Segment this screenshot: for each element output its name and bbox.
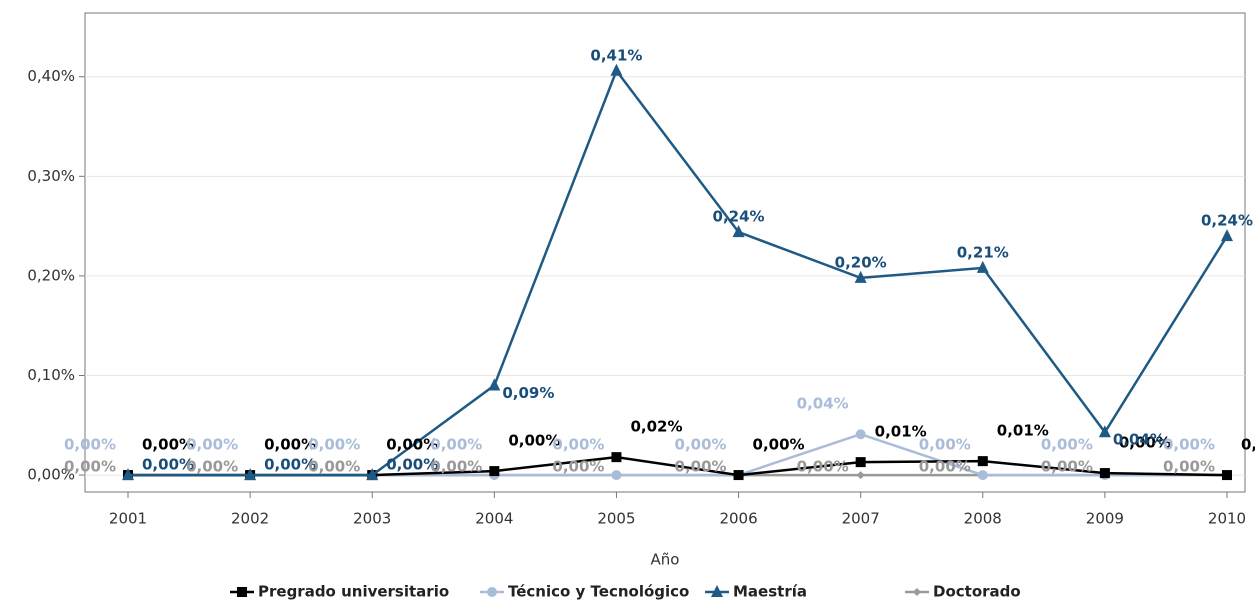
point <box>733 470 744 481</box>
point <box>611 452 622 463</box>
legend-marker <box>913 588 921 596</box>
value-label: 0,00% <box>1041 436 1093 454</box>
plot-frame <box>84 12 1246 493</box>
value-label: 0,00% <box>308 458 360 476</box>
value-label: 0,00% <box>64 458 116 476</box>
value-label: 0,00% <box>386 436 438 454</box>
legend-marker <box>711 585 723 597</box>
legend-marker <box>237 587 247 597</box>
point <box>977 470 988 481</box>
value-label: 0,00% <box>186 458 238 476</box>
point <box>488 378 501 391</box>
point <box>489 466 500 477</box>
point <box>1222 470 1232 481</box>
x-tick-label: 2002 <box>231 510 269 528</box>
value-label: 0,41% <box>590 46 642 64</box>
value-label: 0,24% <box>713 208 765 226</box>
x-tick-label: 2008 <box>964 510 1002 528</box>
point <box>856 471 865 480</box>
point <box>855 457 866 468</box>
legend-label: Doctorado <box>933 583 1021 601</box>
value-label: 0,00% <box>1041 458 1093 476</box>
value-label: 0,00% <box>1163 436 1215 454</box>
point <box>1099 468 1110 479</box>
x-tick-label: 2004 <box>475 510 513 528</box>
value-label: 0,00% <box>552 458 604 476</box>
value-label: 0,00% <box>675 436 727 454</box>
value-label: 0,00% <box>142 456 194 474</box>
value-label: 0,21% <box>957 243 1009 261</box>
point <box>855 429 866 440</box>
legend-label: Maestría <box>733 583 807 601</box>
value-label: 0,20% <box>835 253 887 271</box>
point <box>732 225 745 238</box>
x-tick-label: 2005 <box>597 510 635 528</box>
x-tick-label: 2001 <box>109 510 147 528</box>
value-label: 0,00% <box>430 436 482 454</box>
value-label: 0,00% <box>308 436 360 454</box>
x-tick-label: 2007 <box>842 510 880 528</box>
value-label: 0,00% <box>919 436 971 454</box>
value-label: 0,00% <box>753 436 805 454</box>
point <box>122 468 134 481</box>
legend-marker <box>487 587 497 597</box>
x-tick-label: 2006 <box>719 510 757 528</box>
y-tick-label: 0,40% <box>27 67 75 85</box>
point <box>976 260 989 273</box>
y-tick-label: 0,30% <box>27 167 75 185</box>
y-tick-label: 0,10% <box>27 366 75 384</box>
value-label: 0,00% <box>264 456 316 474</box>
value-label: 0,09% <box>502 384 554 402</box>
point <box>1098 425 1111 438</box>
series-line <box>128 68 1229 477</box>
point <box>854 270 867 283</box>
legend-label: Técnico y Tecnológico <box>508 583 689 601</box>
point <box>611 470 622 481</box>
value-label: 0,00% <box>186 436 238 454</box>
value-label: 0,02% <box>630 418 682 436</box>
y-tick-label: 0,00% <box>27 466 75 484</box>
value-label: 0,00% <box>64 436 116 454</box>
point <box>977 456 988 467</box>
x-tick-label: 2010 <box>1208 510 1246 528</box>
legend-label: Pregrado universitario <box>258 583 449 601</box>
value-label: 0,01% <box>875 423 927 441</box>
value-label: 0,00% <box>508 432 560 450</box>
value-label: 0,00% <box>919 458 971 476</box>
point <box>244 468 257 481</box>
value-label: 0,00% <box>797 458 849 476</box>
value-label: 0,00% <box>142 436 194 454</box>
value-label: 0,04% <box>1113 431 1165 449</box>
point <box>366 468 379 481</box>
x-axis-title: Año <box>651 551 680 569</box>
value-label: 0,00% <box>1241 436 1255 454</box>
x-tick-label: 2003 <box>353 510 391 528</box>
value-label: 0,00% <box>430 458 482 476</box>
point <box>610 63 623 76</box>
value-label: 0,00% <box>1119 434 1171 452</box>
value-label: 0,01% <box>997 422 1049 440</box>
value-label: 0,00% <box>552 436 604 454</box>
value-label: 0,00% <box>386 456 438 474</box>
value-label: 0,00% <box>675 458 727 476</box>
value-label: 0,04% <box>797 395 849 413</box>
value-label: 0,00% <box>1163 458 1215 476</box>
value-label: 0,00% <box>264 436 316 454</box>
x-tick-label: 2009 <box>1086 510 1124 528</box>
value-label: 0,24% <box>1201 212 1253 230</box>
point <box>1221 229 1233 242</box>
y-tick-label: 0,20% <box>27 266 75 284</box>
